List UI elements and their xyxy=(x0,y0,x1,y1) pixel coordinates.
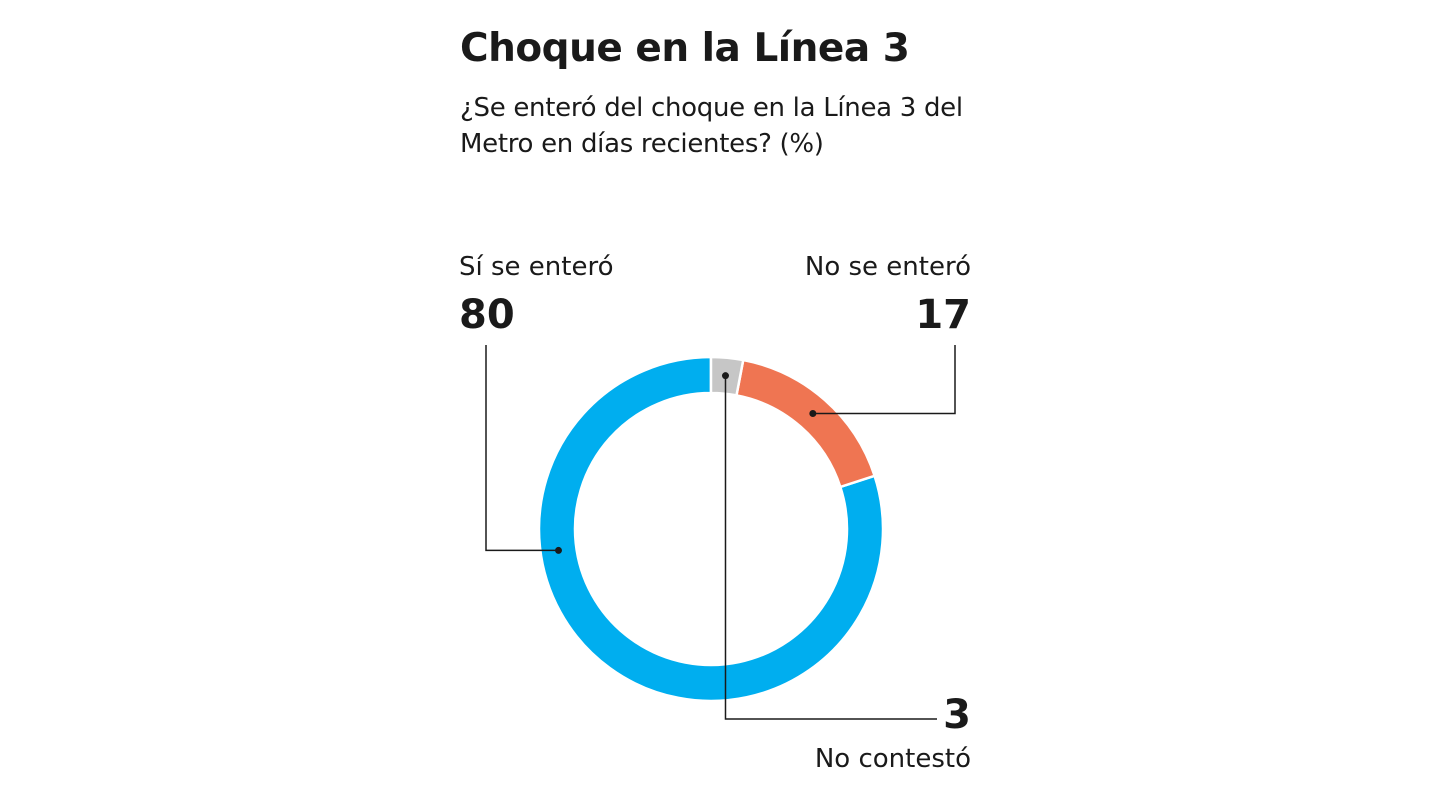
slice-value-no-se-entero: 17 xyxy=(915,292,971,338)
slice-label-no-se-entero: No se enteró xyxy=(805,252,971,282)
leader-dot-si-se-entero xyxy=(554,546,562,554)
leader-line-no-contesto xyxy=(724,375,937,720)
slice-value-si-se-entero: 80 xyxy=(459,292,515,338)
leader-line-no-se-entero xyxy=(812,345,956,415)
donut-slice-no-se-entero xyxy=(735,358,877,489)
slice-label-si-se-entero: Sí se enteró xyxy=(459,252,614,282)
leader-dot-no-contesto xyxy=(721,372,729,380)
leader-dot-no-se-entero xyxy=(809,409,817,417)
slice-value-no-contesto: 3 xyxy=(943,692,971,738)
donut-slice-si-se-entero xyxy=(537,355,885,703)
leader-line-si-se-entero xyxy=(485,345,559,552)
slice-label-no-contesto: No contestó xyxy=(815,744,971,774)
chart-subtitle: ¿Se enteró del choque en la Línea 3 del … xyxy=(460,93,963,159)
chart-title: Choque en la Línea 3 xyxy=(460,26,910,71)
